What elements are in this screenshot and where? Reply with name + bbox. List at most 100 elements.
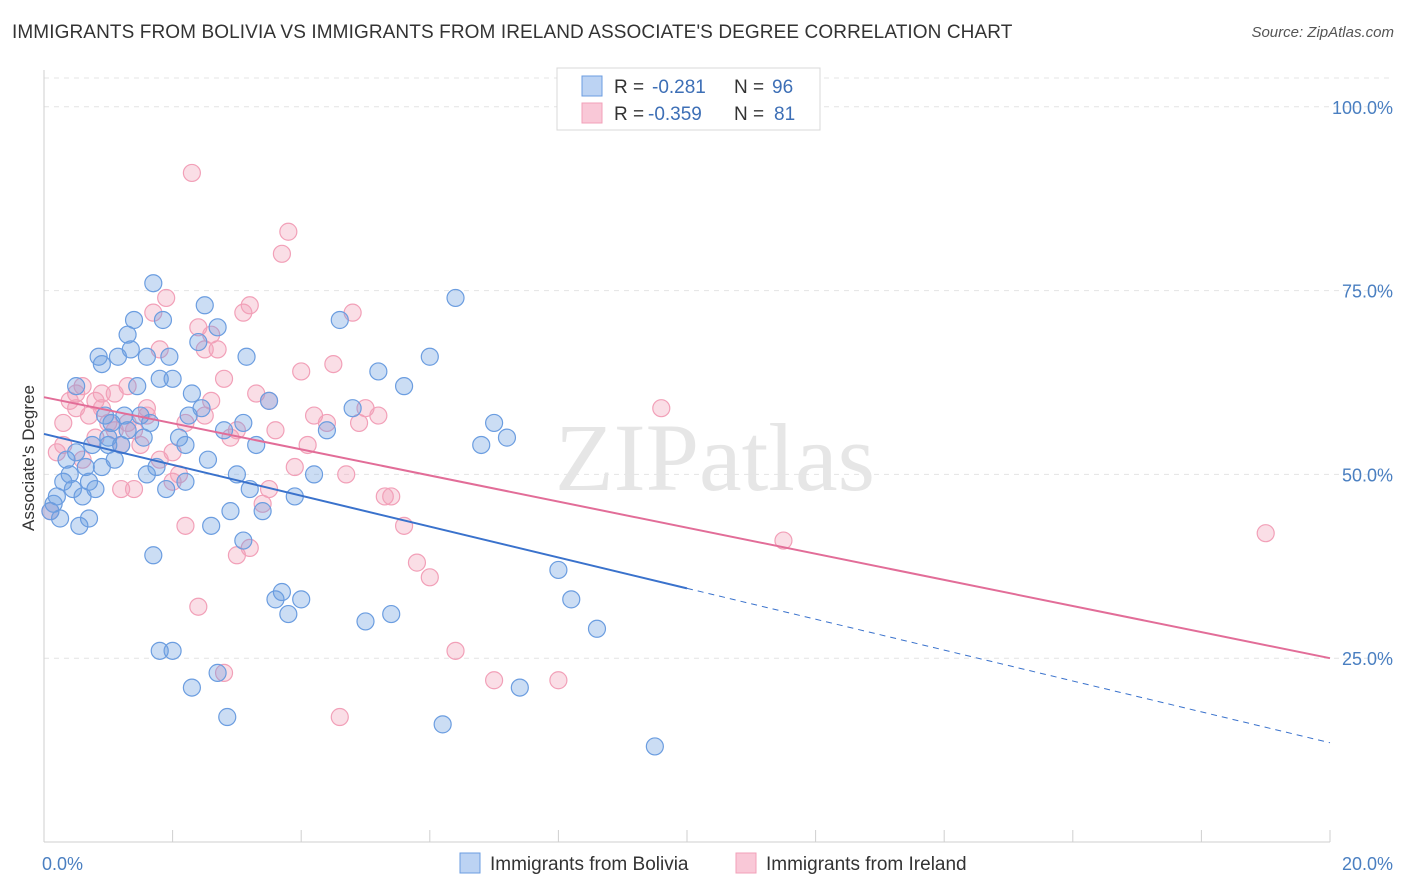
legend-r-value-1: -0.281	[652, 77, 706, 98]
point-bolivia	[79, 509, 99, 528]
point-ireland	[112, 479, 131, 499]
point-bolivia	[76, 457, 95, 477]
point-ireland	[652, 399, 671, 418]
point-ireland	[92, 384, 111, 403]
y-axis-label: Associate's Degree	[19, 385, 38, 531]
point-bolivia	[137, 465, 156, 484]
point-bolivia	[70, 516, 89, 535]
y-tick-label: 75.0%	[1342, 282, 1393, 302]
point-bolivia	[510, 678, 529, 697]
point-bolivia	[144, 274, 163, 293]
point-ireland	[240, 538, 259, 558]
point-bolivia	[292, 590, 311, 609]
point-bolivia	[497, 428, 517, 447]
point-bolivia	[144, 546, 163, 565]
point-ireland	[774, 531, 793, 550]
legend-n-label-1: N =	[734, 77, 764, 98]
point-ireland	[195, 340, 214, 359]
point-bolivia	[50, 509, 70, 528]
point-bolivia	[157, 479, 176, 499]
bottom-legend-label-ireland: Immigrants from Ireland	[766, 854, 967, 875]
point-bolivia	[163, 641, 182, 660]
x-tick-label-min: 0.0%	[42, 854, 83, 874]
point-bolivia	[330, 310, 349, 330]
point-ireland	[202, 391, 221, 410]
legend-n-label-2: N =	[734, 104, 764, 125]
point-bolivia	[472, 435, 491, 455]
point-bolivia	[433, 715, 452, 734]
legend-n-value-2: 81	[774, 104, 795, 125]
point-ireland	[485, 671, 504, 690]
point-bolivia	[176, 472, 195, 491]
point-ireland	[47, 443, 66, 462]
point-bolivia	[67, 377, 86, 396]
point-ireland	[266, 421, 285, 440]
point-bolivia	[214, 421, 234, 440]
point-bolivia	[266, 590, 285, 609]
point-bolivia	[218, 707, 237, 727]
point-bolivia	[195, 296, 214, 315]
point-bolivia	[234, 413, 253, 433]
point-bolivia	[279, 604, 298, 624]
point-ireland	[330, 707, 349, 727]
series-legend: Immigrants from Bolivia Immigrants from …	[459, 852, 967, 875]
point-bolivia	[343, 399, 362, 418]
point-ireland	[234, 303, 253, 322]
point-ireland	[73, 377, 92, 396]
point-bolivia	[86, 479, 105, 499]
point-bolivia	[182, 384, 201, 403]
point-bolivia	[153, 310, 173, 330]
series-ireland-points	[41, 163, 1275, 727]
point-bolivia	[317, 421, 337, 440]
legend-swatch-bolivia	[581, 75, 603, 97]
point-bolivia	[369, 362, 388, 381]
point-bolivia	[394, 377, 414, 396]
y-tick-labels: 25.0% 50.0% 75.0% 100.0%	[1332, 98, 1393, 669]
trend-line-bolivia-extrapolated	[686, 587, 1331, 744]
series-bolivia-points	[41, 274, 664, 756]
point-ireland	[369, 406, 388, 425]
point-ireland	[549, 671, 568, 690]
point-ireland	[272, 244, 292, 263]
point-ireland	[144, 303, 163, 322]
point-bolivia	[208, 318, 227, 337]
point-bolivia	[382, 604, 401, 624]
point-bolivia	[60, 465, 79, 484]
chart-title: IMMIGRANTS FROM BOLIVIA VS IMMIGRANTS FR…	[12, 22, 1013, 43]
point-bolivia	[446, 288, 465, 308]
point-ireland	[182, 163, 201, 183]
point-bolivia	[645, 737, 664, 756]
bottom-legend-label-bolivia: Immigrants from Bolivia	[490, 854, 689, 875]
point-bolivia	[169, 428, 189, 447]
point-bolivia	[272, 582, 292, 602]
grid	[44, 77, 1390, 659]
x-tick-label-max: 20.0%	[1342, 854, 1393, 874]
point-bolivia	[202, 516, 221, 535]
point-ireland	[292, 362, 311, 381]
bottom-legend-swatch-bolivia	[459, 852, 481, 874]
y-tick-label: 100.0%	[1332, 98, 1393, 118]
point-ireland	[317, 413, 337, 433]
point-bolivia	[420, 347, 439, 366]
y-tick-label: 25.0%	[1342, 649, 1393, 669]
chart-source: Source: ZipAtlas.com	[1251, 24, 1394, 41]
point-bolivia	[150, 369, 169, 388]
stats-legend: R = -0.281 N = 96 R = -0.359 N = 81	[556, 67, 821, 131]
point-ireland	[279, 222, 298, 241]
point-bolivia	[192, 399, 211, 418]
point-ireland	[137, 399, 156, 418]
point-ireland	[118, 377, 137, 396]
watermark: ZIPatlas	[555, 404, 875, 511]
point-bolivia	[54, 472, 73, 491]
point-ireland	[54, 413, 73, 433]
point-ireland	[1256, 524, 1275, 543]
point-ireland	[375, 487, 394, 506]
x-tick-labels: 0.0% 20.0%	[42, 854, 1393, 874]
legend-r-label-2: R =	[614, 104, 644, 125]
point-ireland	[407, 553, 427, 572]
legend-n-value-1: 96	[772, 77, 793, 98]
point-bolivia	[208, 663, 227, 682]
point-bolivia	[92, 457, 111, 477]
point-bolivia	[160, 347, 179, 366]
